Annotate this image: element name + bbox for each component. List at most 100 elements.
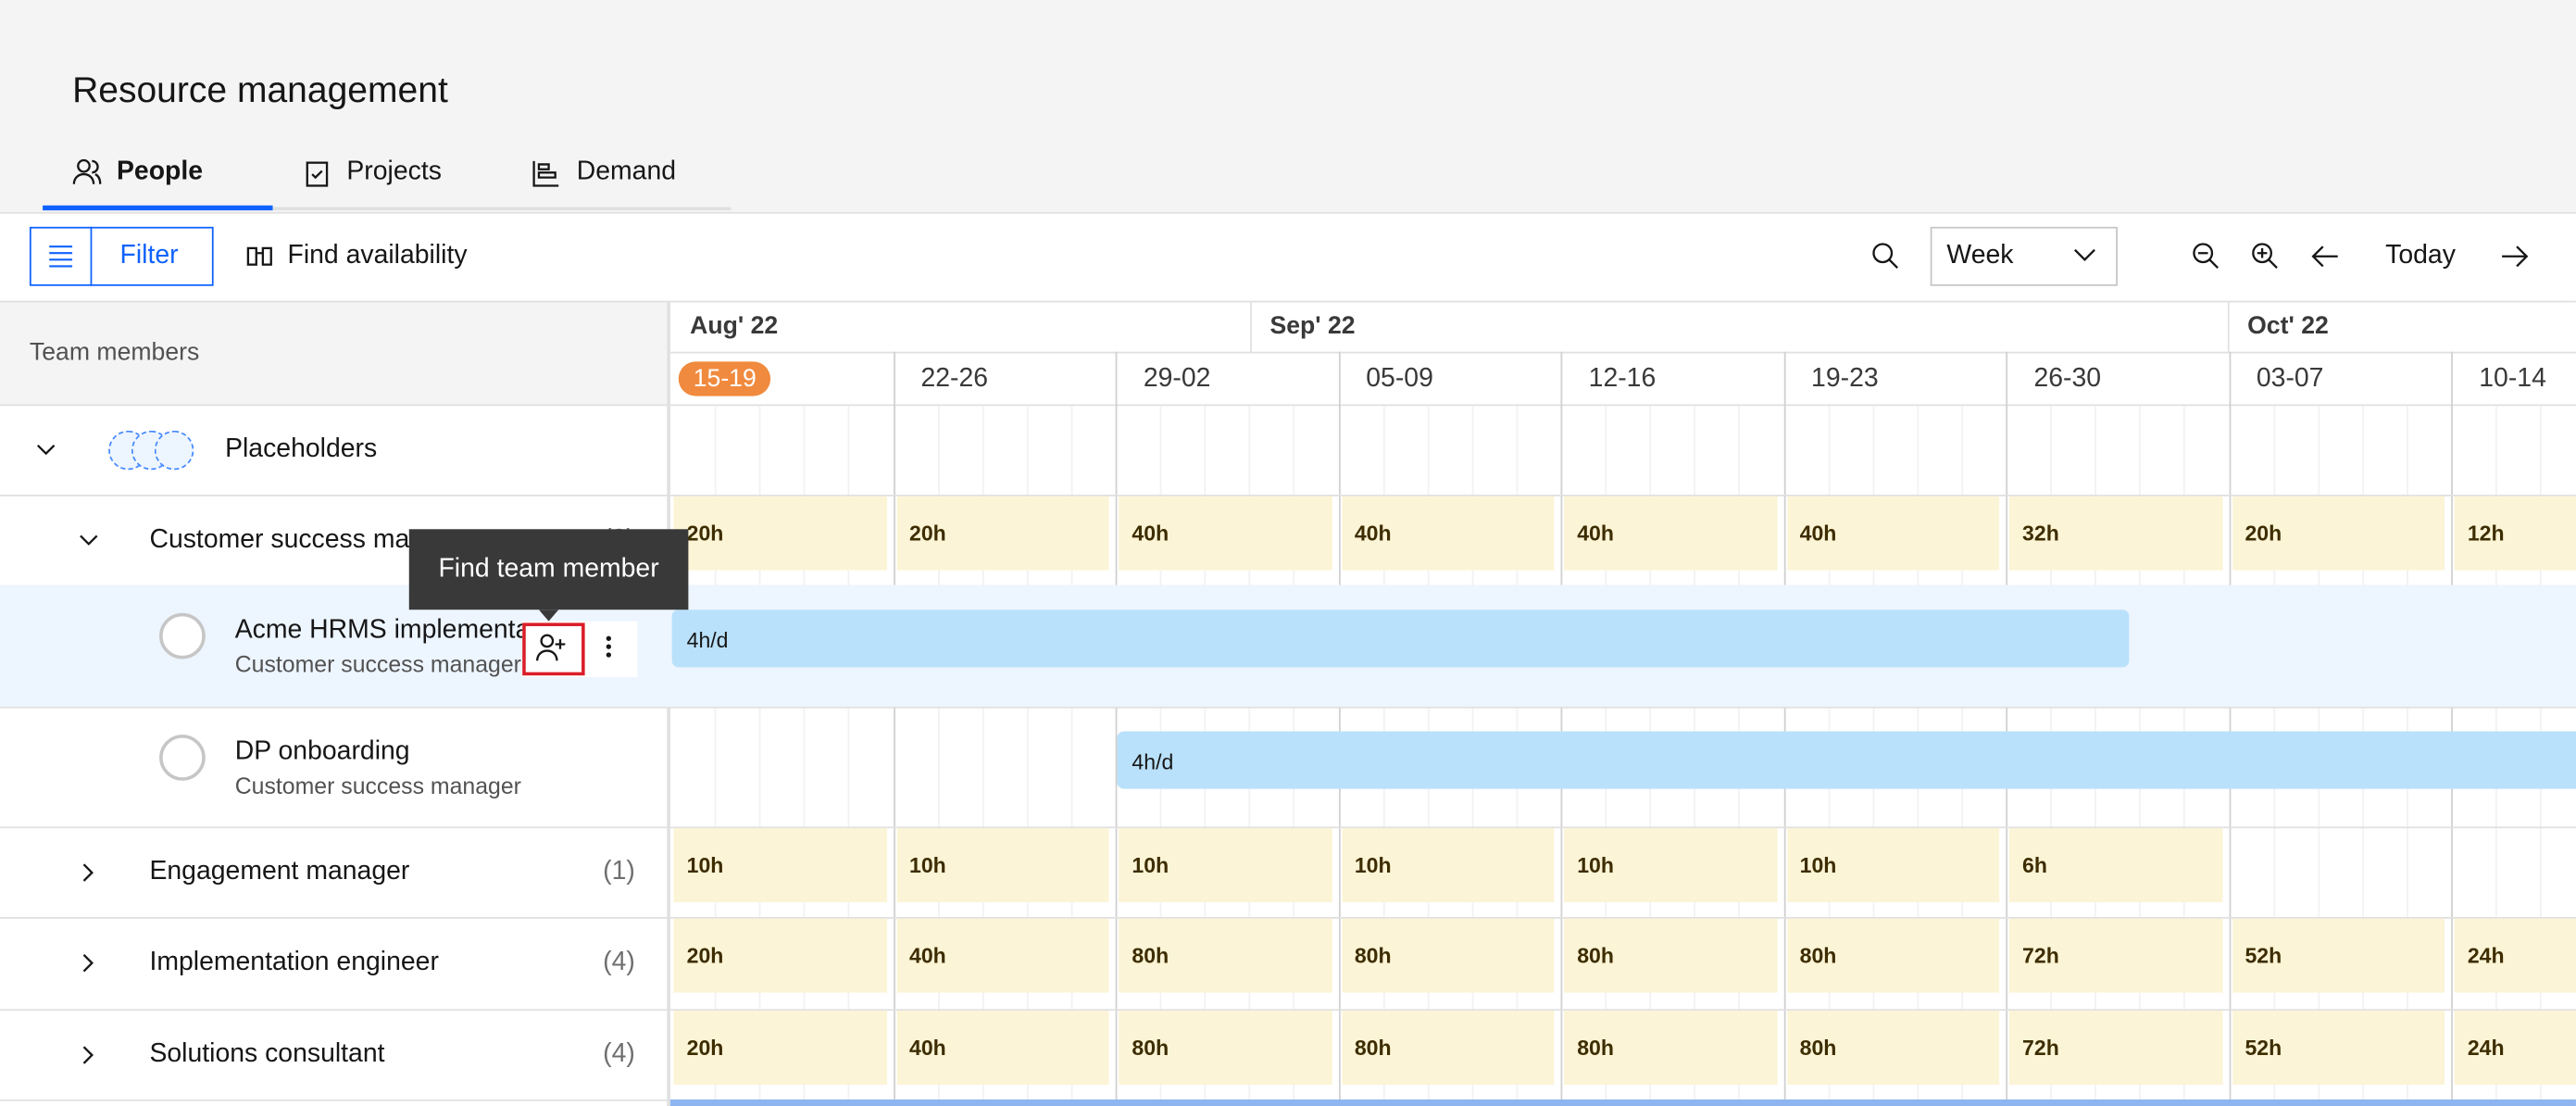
week-divider bbox=[1782, 351, 1785, 1106]
today[interactable]: Today bbox=[2385, 241, 2456, 270]
month-divider bbox=[2227, 302, 2230, 352]
projects-icon bbox=[306, 161, 329, 187]
hours-label: 40h bbox=[1354, 521, 1392, 547]
hours-label: 80h bbox=[1354, 1035, 1392, 1061]
day-line bbox=[714, 406, 717, 1106]
row-label: Implementation engineer bbox=[149, 948, 439, 976]
overflow-dot bbox=[606, 644, 612, 649]
expand-toggle[interactable] bbox=[79, 530, 98, 549]
row-divider bbox=[0, 826, 2576, 829]
rule bbox=[0, 300, 2576, 303]
hours-cell bbox=[2454, 1011, 2576, 1085]
hours-cell bbox=[1119, 1011, 1332, 1085]
hours-cell bbox=[2454, 496, 2576, 571]
placeholder-avatar bbox=[159, 612, 206, 660]
filter-button[interactable] bbox=[29, 226, 214, 286]
hours-label: 40h bbox=[909, 1035, 946, 1061]
hours-cell bbox=[895, 828, 1109, 903]
hours-label: 80h bbox=[1577, 1035, 1614, 1061]
hours-cell bbox=[2008, 828, 2222, 903]
tab-active bbox=[43, 205, 273, 211]
row-label: Solutions consultant bbox=[149, 1040, 385, 1069]
week-label: 26-30 bbox=[2033, 364, 2102, 394]
hours-label: 24h bbox=[2467, 1035, 2505, 1061]
divider bbox=[90, 226, 93, 286]
hours-cell bbox=[895, 918, 1109, 993]
hours-cell bbox=[2008, 1011, 2222, 1085]
placeholder-avatar bbox=[159, 735, 206, 781]
hours-cell bbox=[1119, 918, 1332, 993]
hours-label: 10h bbox=[1354, 852, 1392, 878]
day-line bbox=[1070, 406, 1073, 1106]
prev[interactable] bbox=[2310, 244, 2340, 270]
hours-label: 80h bbox=[1799, 943, 1837, 969]
hours-label: 20h bbox=[686, 943, 724, 969]
month-divider bbox=[1250, 302, 1252, 352]
week-divider bbox=[2451, 351, 2453, 1106]
bottom-strip bbox=[669, 1099, 2576, 1106]
list-icon bbox=[49, 245, 73, 268]
expand-toggle[interactable] bbox=[36, 440, 56, 459]
zoom-out[interactable] bbox=[2192, 242, 2221, 271]
hours-cell bbox=[673, 496, 887, 571]
hours-cell bbox=[673, 1011, 887, 1085]
tab[interactable]: Projects bbox=[346, 157, 442, 186]
hours-cell bbox=[1786, 828, 2000, 903]
hours-cell bbox=[1341, 828, 1555, 903]
week-divider bbox=[1115, 351, 1118, 1106]
tab[interactable]: Demand bbox=[576, 157, 677, 186]
tab[interactable]: People bbox=[116, 157, 204, 186]
hours-label: 80h bbox=[1354, 943, 1392, 969]
hours-cell bbox=[1786, 1011, 2000, 1085]
avatar bbox=[154, 430, 194, 471]
row-label: Engagement manager bbox=[149, 858, 410, 886]
hours-label: 40h bbox=[1577, 521, 1614, 547]
row-count: (4) bbox=[603, 1040, 635, 1069]
week-divider bbox=[2006, 351, 2008, 1106]
hours-cell bbox=[2008, 496, 2222, 571]
row-count: (4) bbox=[603, 948, 635, 976]
view-select[interactable] bbox=[1930, 226, 2118, 286]
search-icon[interactable] bbox=[1871, 242, 1901, 271]
expand-toggle[interactable] bbox=[79, 953, 98, 973]
week-label: 10-14 bbox=[2479, 364, 2546, 394]
hours-label: 12h bbox=[2467, 521, 2505, 547]
hours-label: 20h bbox=[909, 521, 946, 547]
week-label: 03-07 bbox=[2256, 364, 2324, 394]
hours-label: 10h bbox=[909, 852, 946, 878]
week-label: 12-16 bbox=[1588, 364, 1657, 394]
hours-cell bbox=[1564, 918, 1777, 993]
week-label: 05-09 bbox=[1366, 364, 1433, 394]
row-divider bbox=[0, 706, 2576, 709]
row-sublabel: Customer success manager bbox=[234, 772, 521, 799]
row-count: (1) bbox=[603, 858, 635, 886]
col-header: Team members bbox=[29, 338, 200, 367]
action-box bbox=[522, 621, 638, 677]
row-label: DP onboarding bbox=[234, 737, 410, 766]
find-availability[interactable]: Find availability bbox=[287, 241, 468, 270]
zoom-in[interactable] bbox=[2251, 242, 2281, 271]
rule bbox=[0, 404, 2576, 407]
row-sublabel: Customer success manager bbox=[234, 650, 521, 677]
allocation-bar bbox=[671, 610, 2130, 668]
day-line bbox=[1026, 406, 1029, 1106]
day-line bbox=[848, 406, 850, 1106]
hours-cell bbox=[2454, 918, 2576, 993]
hours-label: 72h bbox=[2022, 943, 2059, 969]
expand-toggle[interactable] bbox=[79, 1045, 98, 1064]
rule bbox=[0, 211, 2576, 214]
expand-toggle[interactable] bbox=[79, 862, 98, 882]
hours-cell bbox=[1564, 828, 1777, 903]
find-member-button[interactable] bbox=[522, 622, 585, 676]
month-label: Sep' 22 bbox=[1269, 312, 1356, 341]
next[interactable] bbox=[2500, 244, 2530, 270]
hours-label: 52h bbox=[2245, 943, 2282, 969]
hours-cell bbox=[1564, 1011, 1777, 1085]
overflow-dot bbox=[606, 652, 612, 658]
hours-label: 6h bbox=[2022, 852, 2047, 878]
day-line bbox=[759, 406, 761, 1106]
bar-label: 4h/d bbox=[1132, 749, 1174, 774]
hours-cell bbox=[2008, 918, 2222, 993]
hours-cell bbox=[673, 918, 887, 993]
